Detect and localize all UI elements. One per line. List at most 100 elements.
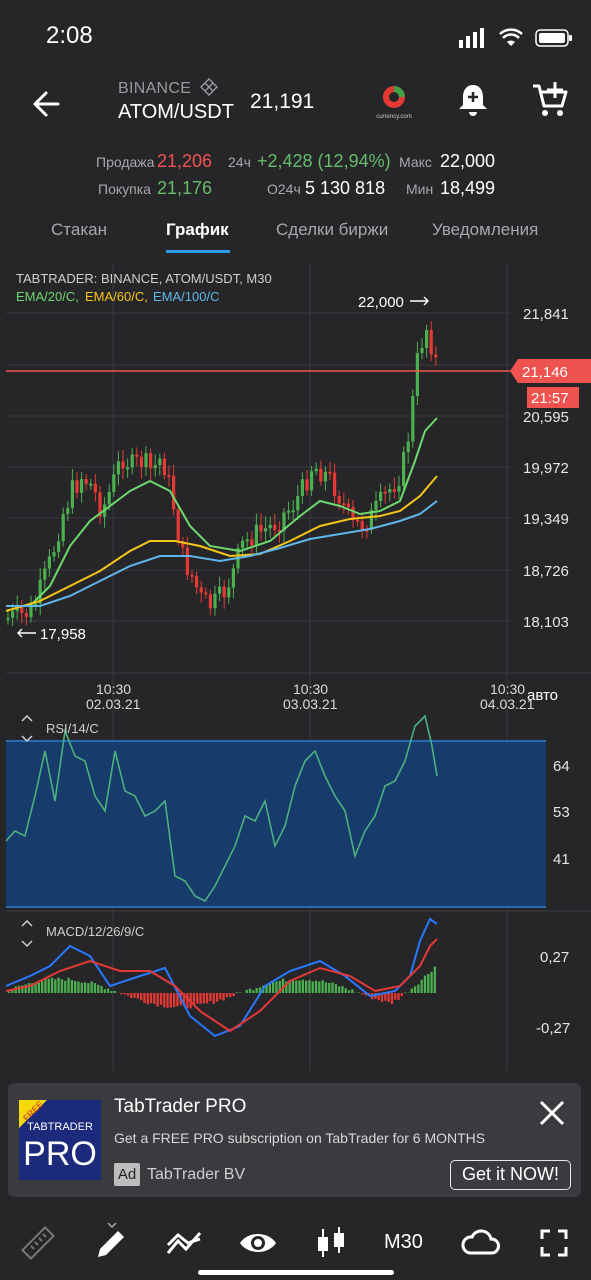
tab-notifications[interactable]: Уведомления (432, 220, 539, 239)
macd-histogram-bar (206, 993, 209, 1004)
candle-body (429, 330, 433, 355)
candle-body (273, 524, 277, 531)
macd-histogram-bar (77, 981, 80, 993)
pencil-icon[interactable] (90, 1223, 130, 1263)
macd-signal-line (5, 938, 438, 1033)
last-price: 21,191 (250, 90, 315, 113)
macd-histogram-bar (50, 977, 54, 993)
buy-label: Покупка (98, 181, 151, 197)
candles-icon[interactable] (312, 1223, 352, 1263)
macd-histogram-bar (308, 980, 311, 993)
macd-histogram-bar (291, 980, 295, 993)
ruler-icon[interactable] (18, 1223, 58, 1263)
auto-scale-label[interactable]: авто (527, 687, 558, 704)
macd-histogram-bar (255, 988, 258, 993)
candle-body (277, 530, 281, 533)
macd-histogram-bar (149, 993, 153, 1004)
eye-icon[interactable] (238, 1223, 278, 1263)
cloud-icon[interactable] (460, 1223, 500, 1263)
macd-histogram-bar (305, 980, 308, 993)
macd-histogram-bar (133, 993, 136, 998)
macd-histogram-bar (159, 993, 163, 1005)
tab-trades[interactable]: Сделки биржи (276, 220, 389, 239)
candle-body (29, 605, 33, 618)
macd-histogram-bar (427, 973, 430, 993)
macd-histogram-bar (186, 993, 189, 1009)
currency-com-logo[interactable]: currency.com (372, 82, 416, 122)
price-axis: 21,841 20,595 19,972 19,349 18,726 18,103 (523, 306, 569, 631)
ema100-label: EMA/100/C (153, 289, 219, 304)
back-arrow-icon[interactable] (28, 84, 68, 124)
candle-body (218, 586, 222, 594)
rsi-label: RSI/14/C (46, 721, 99, 736)
max-label: Макс (399, 154, 432, 170)
rsi-collapse-icon[interactable] (21, 714, 33, 743)
price-tick: 19,349 (523, 511, 569, 528)
tab-chart[interactable]: График (166, 220, 229, 239)
sell-label: Продажа (96, 154, 155, 170)
macd-histogram-bar (288, 980, 291, 993)
indicators-icon[interactable] (164, 1223, 204, 1263)
candle-body (11, 611, 15, 618)
macd-histogram-bar (357, 992, 361, 993)
date-label-2: 03.03.21 (283, 696, 338, 712)
bell-add-icon[interactable] (455, 82, 491, 118)
macd-histogram-bar (173, 993, 176, 1008)
macd-histogram-bar (225, 993, 229, 998)
ad-cta-button[interactable]: Get it NOW! (450, 1160, 571, 1190)
candle-body (397, 486, 401, 492)
macd-histogram-bar (394, 993, 397, 1000)
macd-collapse-icon[interactable] (21, 919, 33, 948)
candle-body (356, 519, 360, 522)
min-value: 18,499 (440, 178, 496, 198)
candle-body (80, 479, 84, 493)
candle-body (300, 479, 304, 496)
macd-histogram-bar (156, 993, 159, 1007)
macd-histogram-bar (245, 989, 248, 993)
min-label: Мин (406, 181, 434, 197)
bottom-toolbar: M30 (0, 1205, 591, 1280)
macd-histogram-bar (341, 986, 344, 993)
tab-order-book[interactable]: Стакан (51, 220, 107, 239)
macd-histogram-bar (123, 993, 126, 995)
candle-body (176, 509, 180, 542)
candle-body (172, 475, 176, 510)
candle-body (208, 594, 212, 609)
ad-banner[interactable]: FREE TABTRADER PRO TabTrader PRO Get a F… (8, 1083, 581, 1197)
sell-value: 21,206 (157, 151, 213, 171)
candle-body (153, 465, 157, 469)
candle-body (415, 353, 419, 397)
candle-body (379, 491, 383, 502)
status-bar: 2:08 (0, 0, 591, 70)
current-price-tag: 21,146 (522, 364, 568, 381)
macd-histogram-bar (70, 980, 73, 993)
macd-histogram-bar (278, 980, 281, 993)
candle-body (190, 574, 194, 577)
max-value: 22,000 (440, 151, 496, 171)
fullscreen-icon[interactable] (534, 1223, 574, 1263)
candle-body (420, 347, 424, 354)
price-chart[interactable]: TABTRADER: BINANCE, ATOM/USDT, M30 EMA/2… (0, 256, 591, 1076)
macd-histogram-bar (417, 984, 420, 993)
macd-histogram-bar (153, 993, 156, 1005)
candle-body (264, 528, 268, 532)
candle-body (250, 539, 254, 546)
timeframe-selector[interactable]: M30 (384, 1231, 423, 1253)
macd-histogram-bar (83, 982, 87, 993)
macd-histogram-bar (321, 980, 324, 993)
macd-histogram-bar (163, 993, 166, 1008)
current-price-tag-bg (510, 359, 591, 383)
candle-body (47, 556, 51, 569)
close-icon[interactable] (536, 1097, 568, 1129)
change-label: 24ч (228, 154, 251, 170)
ema20-label: EMA/20/C, (16, 289, 79, 304)
candle-body (57, 541, 61, 553)
low-marker: 17,958 (40, 626, 86, 643)
cart-add-icon[interactable] (530, 80, 570, 120)
candle-body (245, 539, 249, 542)
pair-name[interactable]: ATOM/USDT (118, 101, 234, 123)
chart-grid (6, 264, 591, 1071)
tab-active-indicator (166, 250, 230, 253)
svg-text:currency.com: currency.com (376, 114, 412, 120)
candle-body (84, 479, 88, 484)
